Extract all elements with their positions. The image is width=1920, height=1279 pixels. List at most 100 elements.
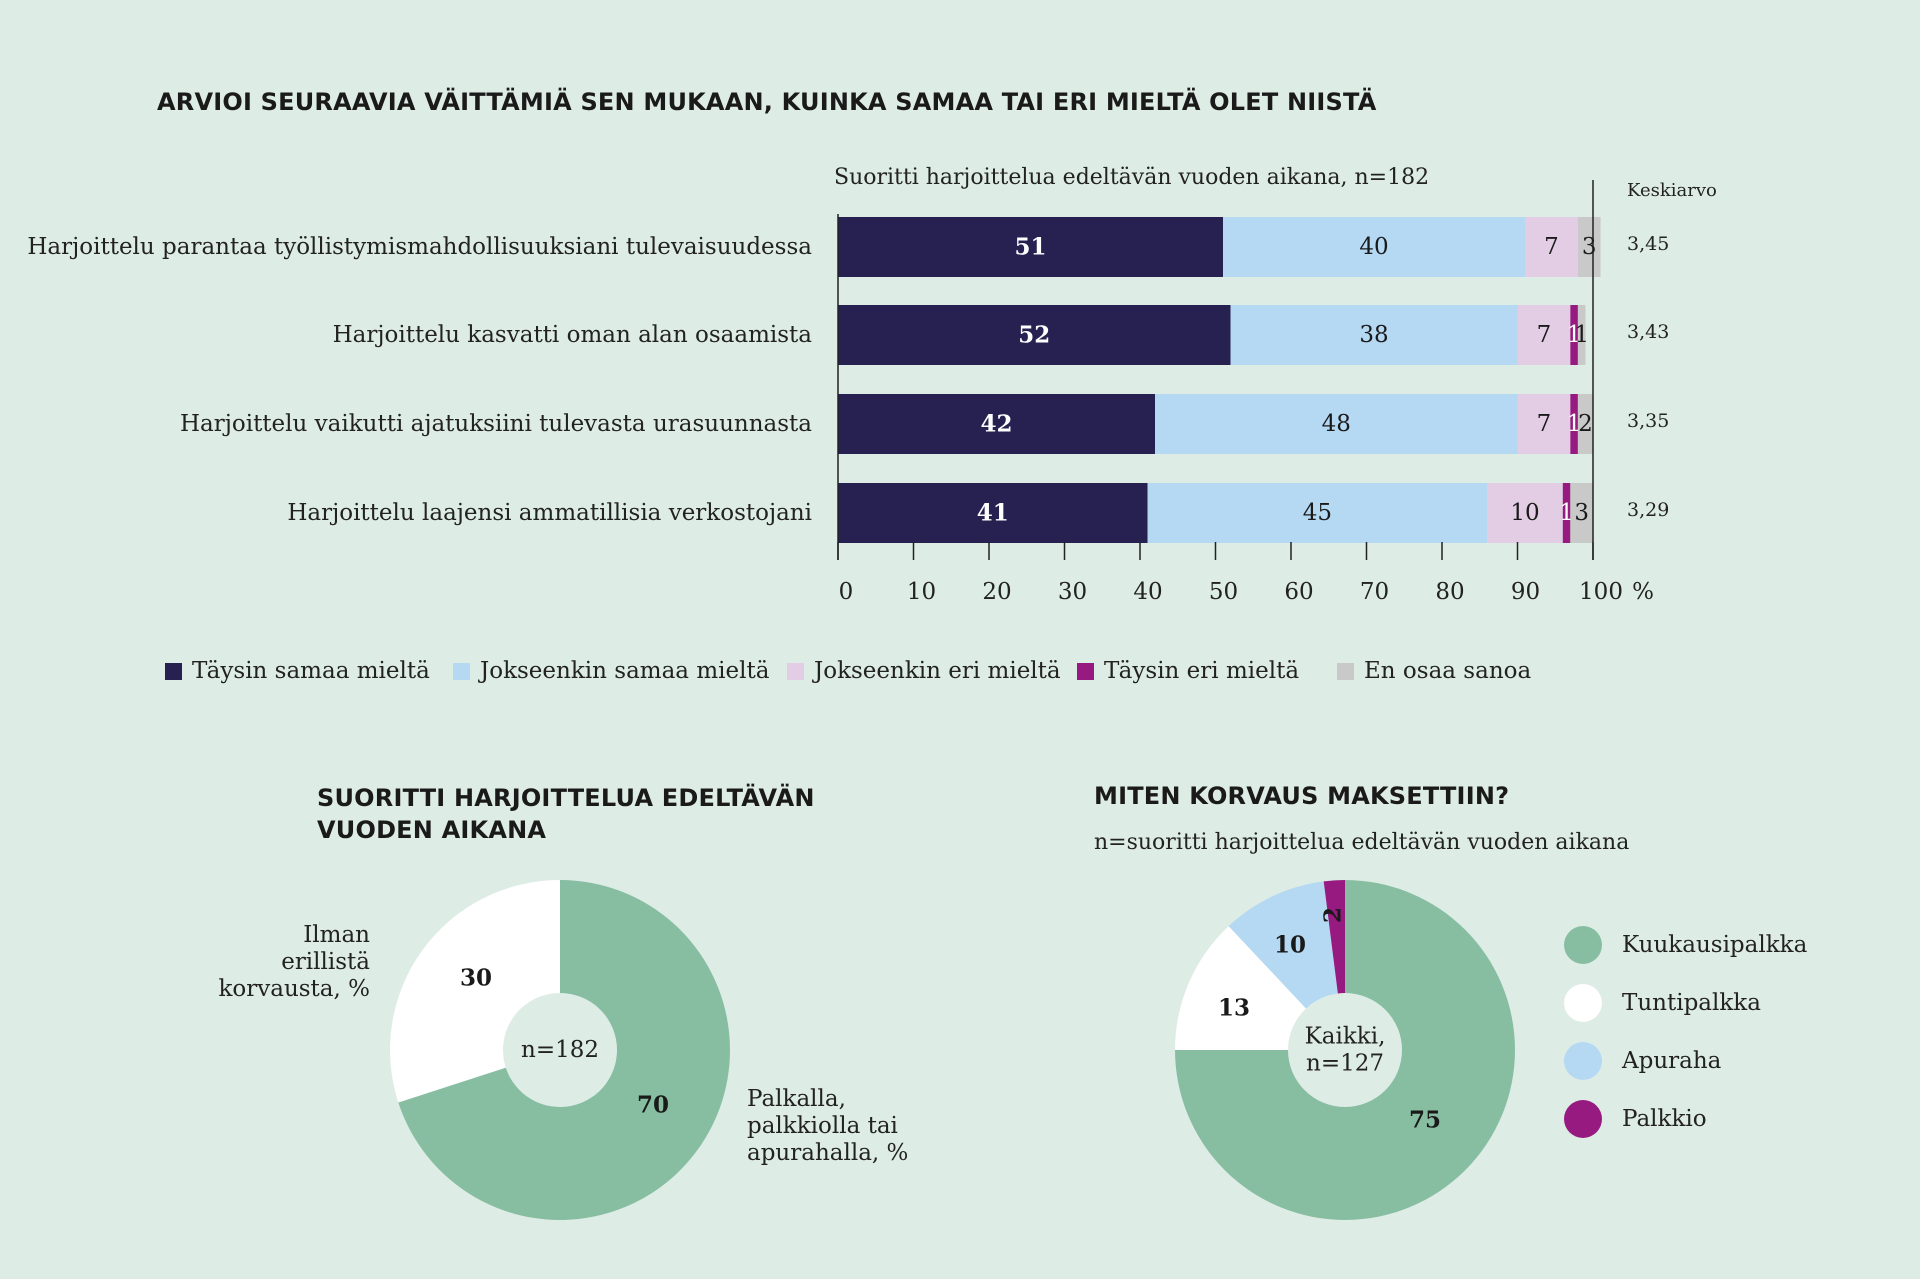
row-label: Harjoittelu vaikutti ajatuksiini tulevas… [180,411,812,437]
donut-value-label: 75 [1409,1107,1441,1134]
bar-segment [838,217,1224,277]
donut-value-label: 2 [1320,907,1347,923]
bar-segment [1223,217,1526,277]
pie-legend-label: Kuukausipalkka [1622,932,1808,958]
bar-segment [838,305,1231,365]
donut-slice [1323,880,1345,994]
legend-label: En osaa sanoa [1364,658,1532,684]
pie1-right-label-2: palkkiolla tai [747,1113,898,1139]
pie1-right-label-3: apurahalla, % [747,1140,909,1166]
x-tick-label: 80 [1435,579,1464,605]
donut-value-label: 10 [1274,932,1306,959]
bar-value-label: 3 [1574,500,1589,526]
legend-item: En osaa sanoa [1337,658,1531,684]
pie1-title: SUORITTI HARJOITTELUA EDELTÄVÄN VUODEN A… [317,782,815,846]
pie-legend-label: Palkkio [1622,1106,1707,1132]
legend-label: Jokseenkin eri mieltä [814,658,1061,684]
bar-segment [1577,217,1601,277]
donut-center-label: n=182 [521,1037,599,1063]
donut-center-label: n=127 [1306,1051,1384,1077]
bar-segment [1570,483,1593,543]
bar-segment [1487,483,1563,543]
pie-legend-item: Tuntipalkka [1564,974,1807,1032]
legend-dot-icon [1564,1100,1602,1138]
bar-value-label: 7 [1544,234,1559,260]
legend-label: Jokseenkin samaa mieltä [480,658,770,684]
donut-value-label: 70 [637,1092,669,1119]
pie1-left-label: Ilman erillistä korvausta, % [180,922,370,1003]
bar-segment [1517,305,1571,365]
bar-segment [1570,305,1578,365]
mean-value: 3,35 [1627,410,1669,432]
bar-segment [1147,483,1488,543]
bar-legend: Täysin samaa mieltä Jokseenkin samaa miel… [165,658,1865,688]
bar-value-label: 2 [1578,411,1593,437]
mean-value: 3,43 [1627,321,1669,343]
legend-swatch [165,662,182,680]
pie1-left-label-1: Ilman [303,922,370,948]
x-tick-label: 20 [982,579,1011,605]
row-label: Harjoittelu kasvatti oman alan osaamista [333,322,813,348]
legend-swatch [1337,662,1354,680]
bar-segment [1577,305,1586,365]
bar-value-label: 38 [1359,322,1388,348]
x-tick-label: 30 [1058,579,1087,605]
donut-chart-1: 70 30 n=182 [390,880,730,1220]
pie2-legend: Kuukausipalkka Tuntipalkka Apuraha Palkkio [1564,916,1807,1148]
legend-item: Täysin samaa mieltä [165,658,430,684]
x-tick-label: 70 [1360,579,1389,605]
bar-value-label: 48 [1322,411,1351,437]
bar-value-label: 7 [1537,322,1552,348]
bar-value-label: 3 [1582,234,1597,260]
x-axis-unit: % [1632,579,1654,605]
main-title: ARVIOI SEURAAVIA VÄITTÄMIÄ SEN MUKAAN, K… [157,88,1377,116]
bar-segment [1230,305,1518,365]
pie-legend-label: Apuraha [1622,1048,1722,1074]
donut-slice [1175,926,1306,1050]
donut-slice [398,880,730,1220]
bar-segment [838,483,1148,543]
bar-segment [838,394,1156,454]
legend-swatch [453,662,470,680]
pie1-right-label: Palkalla, palkkiolla tai apurahalla, % [747,1086,967,1167]
bar-value-label: 41 [977,500,1009,527]
bar-value-label: 1 [1559,500,1574,526]
bar-value-label: 42 [981,411,1013,438]
bar-segment [1562,483,1571,543]
row-label: Harjoittelu laajensi ammatillisia verkos… [287,500,812,526]
pie1-left-label-3: korvausta, % [218,976,370,1002]
pie-legend-label: Tuntipalkka [1622,990,1761,1016]
legend-swatch [787,662,804,680]
legend-item: Täysin eri mieltä [1077,658,1299,684]
legend-dot-icon [1564,926,1602,964]
donut-value-label: 30 [460,965,492,992]
bar-value-label: 1 [1574,322,1589,348]
bar-value-label: 7 [1537,411,1552,437]
bar-segment [1570,394,1578,454]
donut-slice [1175,880,1515,1220]
donut-slice [390,880,560,1103]
legend-dot-icon [1564,1042,1602,1080]
legend-dot-icon [1564,984,1602,1022]
donut-slice [1228,881,1338,1009]
x-tick-label: 10 [907,579,936,605]
bar-segment [1525,217,1578,277]
pie-legend-item: Kuukausipalkka [1564,916,1807,974]
bar-value-label: 45 [1303,500,1332,526]
bar-segment [1155,394,1518,454]
donut-chart-2: 75 13 10 2 Kaikki,n=127 [1175,880,1515,1220]
x-tick-label: 90 [1511,579,1540,605]
x-tick-label: 50 [1209,579,1238,605]
stacked-bar-chart: Suoritti harjoittelua edeltävän vuoden a… [27,165,1717,605]
x-tick-label: 40 [1133,579,1162,605]
donut-center-label: Kaikki, [1305,1024,1386,1050]
bar-value-label: 51 [1015,234,1047,261]
pie1-right-label-1: Palkalla, [747,1086,846,1112]
bar-segment [1517,394,1571,454]
x-tick-label: 60 [1284,579,1313,605]
pie2-subtitle: n=suoritti harjoittelua edeltävän vuoden… [1094,830,1630,855]
bar-value-label: 40 [1359,234,1388,260]
donut-value-label: 13 [1218,995,1250,1022]
pie2-title: MITEN KORVAUS MAKSETTIIN? [1094,782,1510,810]
pie1-title-line1: SUORITTI HARJOITTELUA EDELTÄVÄN [317,784,815,812]
